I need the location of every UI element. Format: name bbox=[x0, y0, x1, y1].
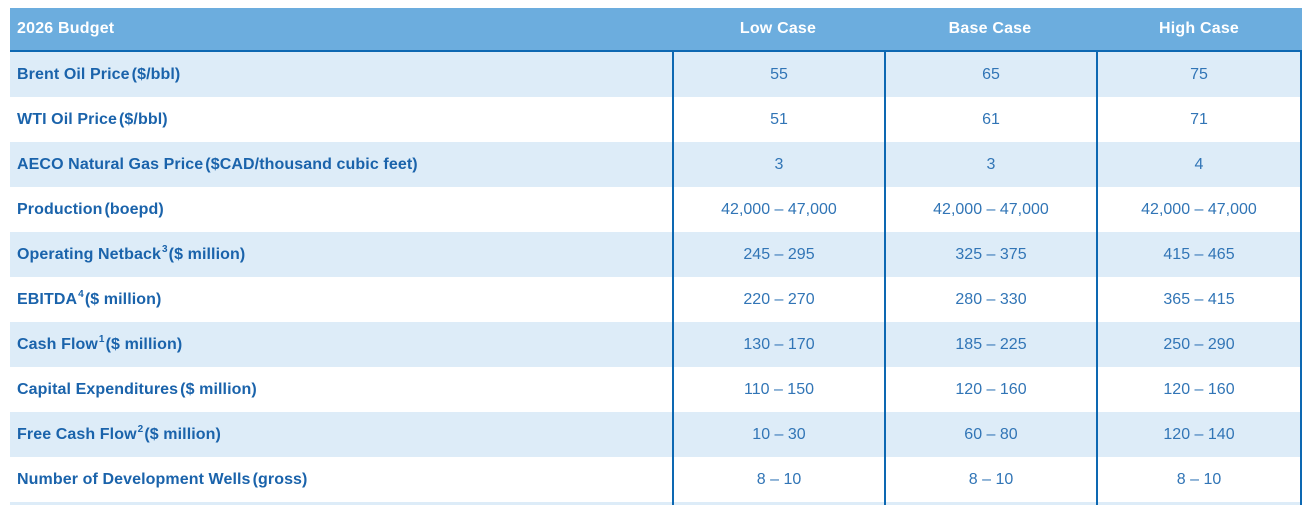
row-label: EBITDA 4 ($ million) bbox=[17, 288, 162, 308]
row-label-unit: ($CAD/thousand cubic feet) bbox=[205, 155, 418, 173]
row-label-text: Brent Oil Price bbox=[17, 65, 130, 83]
row-label: Cash Flow 1 ($ million) bbox=[17, 333, 183, 353]
table-row-development-wells: Number of Development Wells (gross) 8 – … bbox=[10, 457, 1302, 502]
row-label-unit: ($ million) bbox=[168, 245, 246, 263]
value-cell-high: 4 bbox=[1096, 142, 1302, 187]
value-cell-base: 42,000 – 47,000 bbox=[884, 187, 1096, 232]
column-header-high-case: High Case bbox=[1158, 20, 1240, 37]
value-cell-high: 8 – 10 bbox=[1096, 457, 1302, 502]
value-cell-low: 130 – 170 bbox=[672, 322, 884, 367]
row-label-unit: (gross) bbox=[252, 470, 308, 488]
value-cell-high: 120 – 140 bbox=[1096, 412, 1302, 457]
row-label-unit: ($ million) bbox=[180, 380, 257, 398]
value-cell-low: 51 bbox=[672, 97, 884, 142]
row-label: AECO Natural Gas Price ($CAD/thousand cu… bbox=[10, 142, 672, 187]
value-cell-high: 42,000 – 47,000 bbox=[1096, 187, 1302, 232]
row-label-unit: ($/bbl) bbox=[119, 110, 168, 128]
row-label-text: Number of Development Wells bbox=[17, 470, 251, 488]
table-row-production: Production (boepd) 42,000 – 47,000 42,00… bbox=[10, 187, 1302, 232]
table-row-ebitda: EBITDA 4 ($ million) 220 – 270 280 – 330 … bbox=[10, 277, 1302, 322]
value-cell-high: 120 – 160 bbox=[1096, 367, 1302, 412]
row-label-text: AECO Natural Gas Price bbox=[17, 155, 204, 173]
row-label-text: Cash Flow bbox=[17, 335, 98, 353]
row-label-unit: ($ million) bbox=[84, 290, 162, 308]
row-label-unit: (boepd) bbox=[104, 200, 164, 218]
table-header-row: 2026 Budget Low Case Base Case High Case bbox=[10, 8, 1302, 52]
row-label: Production (boepd) bbox=[10, 187, 672, 232]
table-row-operating-netback: Operating Netback 3 ($ million) 245 – 295… bbox=[10, 232, 1302, 277]
value-cell-high: 415 – 465 bbox=[1096, 232, 1302, 277]
value-cell-low: 3 bbox=[672, 142, 884, 187]
table-row-aeco-gas-price: AECO Natural Gas Price ($CAD/thousand cu… bbox=[10, 142, 1302, 187]
value-cell-low: 55 bbox=[672, 52, 884, 97]
value-cell-base: 65 bbox=[884, 52, 1096, 97]
table-row-brent-oil-price: Brent Oil Price ($/bbl) 55 65 75 bbox=[10, 52, 1302, 97]
row-label-text: Production bbox=[17, 200, 103, 218]
value-cell-high: 250 – 290 bbox=[1096, 322, 1302, 367]
row-label: WTI Oil Price ($/bbl) bbox=[10, 97, 672, 142]
value-cell-base: 8 – 10 bbox=[884, 457, 1096, 502]
value-cell-base: 325 – 375 bbox=[884, 232, 1096, 277]
row-label-text: Operating Netback bbox=[17, 245, 161, 263]
row-label-unit: ($ million) bbox=[105, 335, 183, 353]
row-label: Capital Expenditures ($ million) bbox=[10, 367, 672, 412]
value-cell-base: 280 – 330 bbox=[884, 277, 1096, 322]
table-row-partial bbox=[10, 502, 1302, 505]
row-label: Number of Development Wells (gross) bbox=[10, 457, 672, 502]
table-row-free-cash-flow: Free Cash Flow 2 ($ million) 10 – 30 60 –… bbox=[10, 412, 1302, 457]
table-row-wti-oil-price: WTI Oil Price ($/bbl) 51 61 71 bbox=[10, 97, 1302, 142]
column-header-base-case: Base Case bbox=[948, 20, 1032, 37]
value-cell-base: 185 – 225 bbox=[884, 322, 1096, 367]
value-cell-low: 110 – 150 bbox=[672, 367, 884, 412]
table-title: 2026 Budget bbox=[17, 20, 115, 37]
table-row-cash-flow: Cash Flow 1 ($ million) 130 – 170 185 – 2… bbox=[10, 322, 1302, 367]
row-label-unit: ($/bbl) bbox=[131, 65, 181, 83]
row-label: Operating Netback 3 ($ million) bbox=[17, 243, 246, 263]
value-cell-base: 61 bbox=[884, 97, 1096, 142]
value-cell-high: 75 bbox=[1096, 52, 1302, 97]
row-label-text: Free Cash Flow bbox=[17, 425, 137, 443]
row-label-unit: ($ million) bbox=[144, 425, 221, 443]
value-cell-base: 3 bbox=[884, 142, 1096, 187]
row-label: Free Cash Flow 2 ($ million) bbox=[17, 423, 221, 443]
row-label: Brent Oil Price ($/bbl) bbox=[10, 52, 672, 97]
value-cell-low: 245 – 295 bbox=[672, 232, 884, 277]
value-cell-low: 8 – 10 bbox=[672, 457, 884, 502]
row-label-text: EBITDA bbox=[17, 290, 78, 308]
column-header-low-case: Low Case bbox=[739, 20, 817, 37]
budget-table: 2026 Budget Low Case Base Case High Case… bbox=[10, 8, 1302, 505]
value-cell-low: 220 – 270 bbox=[672, 277, 884, 322]
value-cell-low: 42,000 – 47,000 bbox=[672, 187, 884, 232]
value-cell-base: 120 – 160 bbox=[884, 367, 1096, 412]
value-cell-high: 365 – 415 bbox=[1096, 277, 1302, 322]
value-cell-low: 10 – 30 bbox=[672, 412, 884, 457]
value-cell-high: 71 bbox=[1096, 97, 1302, 142]
value-cell-base: 60 – 80 bbox=[884, 412, 1096, 457]
row-label-text: Capital Expenditures bbox=[17, 380, 179, 398]
table-row-capital-expenditures: Capital Expenditures ($ million) 110 – 1… bbox=[10, 367, 1302, 412]
row-label-text: WTI Oil Price bbox=[17, 110, 117, 128]
